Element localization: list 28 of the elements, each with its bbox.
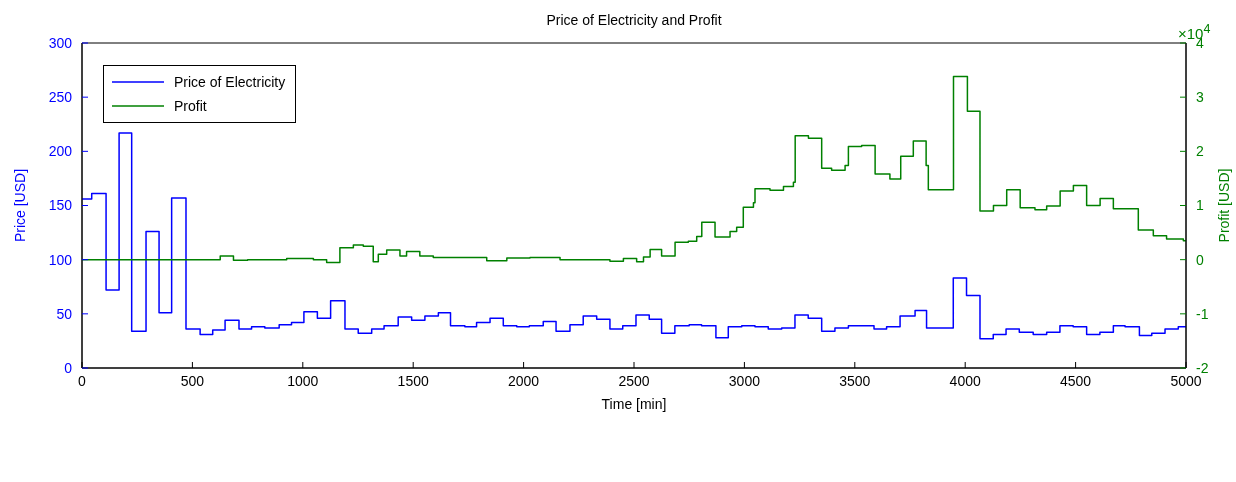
y-tick-label: 200 bbox=[48, 143, 73, 160]
x-tick-label: 2000 bbox=[508, 372, 540, 389]
y2-tick-label: 3 bbox=[1196, 89, 1204, 106]
y2-axis-title: Profit [USD] bbox=[1215, 168, 1232, 243]
x-tick-label: 500 bbox=[180, 372, 205, 389]
x-tick-label: 3500 bbox=[839, 372, 871, 389]
chart-title: Price of Electricity and Profit bbox=[546, 12, 722, 28]
y-tick-label: 150 bbox=[48, 197, 73, 214]
y-axis-title: Price [USD] bbox=[11, 168, 28, 243]
y-tick-label: 0 bbox=[64, 359, 73, 376]
y-tick-label: 50 bbox=[56, 305, 73, 322]
legend-label: Profit bbox=[174, 98, 207, 114]
x-tick-label: 1000 bbox=[287, 372, 319, 389]
x-tick-label: 0 bbox=[78, 372, 87, 389]
y2-tick-label: -1 bbox=[1196, 305, 1209, 322]
x-tick-label: 3000 bbox=[728, 372, 761, 389]
y2-tick-label: 0 bbox=[1196, 251, 1204, 268]
x-tick-label: 2500 bbox=[618, 372, 650, 389]
y2-tick-label: 2 bbox=[1196, 143, 1204, 160]
y-tick-label: 250 bbox=[48, 89, 73, 106]
y-tick-label: 100 bbox=[48, 251, 73, 268]
x-axis-title: Time [min] bbox=[601, 396, 667, 412]
y-tick-label: 300 bbox=[48, 34, 73, 51]
legend-label: Price of Electricity bbox=[174, 74, 286, 90]
x-tick-label: 4000 bbox=[949, 372, 981, 389]
x-tick-label: 1500 bbox=[397, 372, 429, 389]
x-tick-label: 4500 bbox=[1060, 372, 1092, 389]
y2-tick-label: 1 bbox=[1196, 197, 1204, 214]
